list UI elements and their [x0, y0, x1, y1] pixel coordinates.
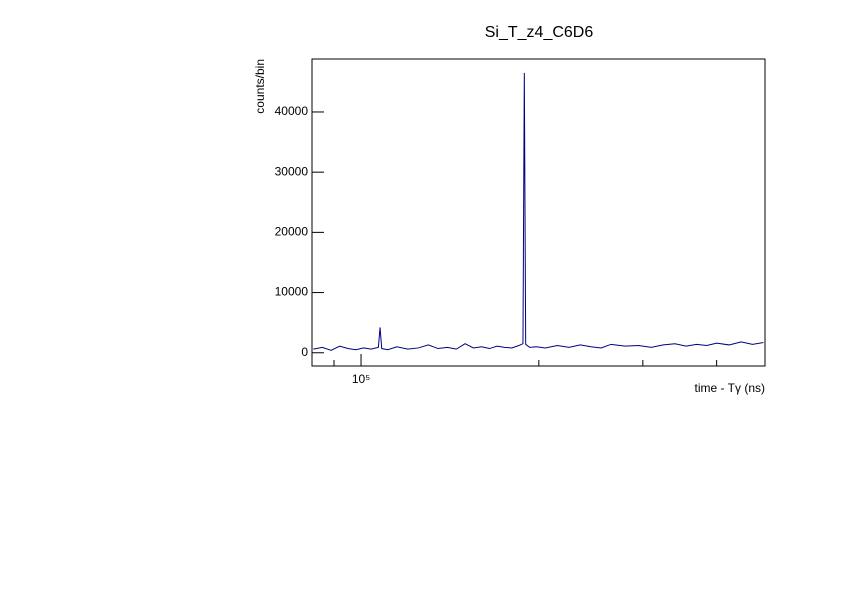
y-tick-label: 0 [301, 345, 308, 359]
y-tick-label: 20000 [275, 225, 309, 239]
y-axis-label: counts/bin [253, 59, 267, 114]
y-tick-label: 10000 [275, 285, 309, 299]
y-tick-label: 40000 [275, 104, 309, 118]
y-tick-label: 30000 [275, 164, 309, 178]
data-line [313, 72, 764, 351]
x-tick-label: 10⁵ [352, 372, 370, 386]
chart-title: Si_T_z4_C6D6 [485, 24, 594, 41]
x-axis-label: time - Tγ (ns) [695, 381, 765, 395]
